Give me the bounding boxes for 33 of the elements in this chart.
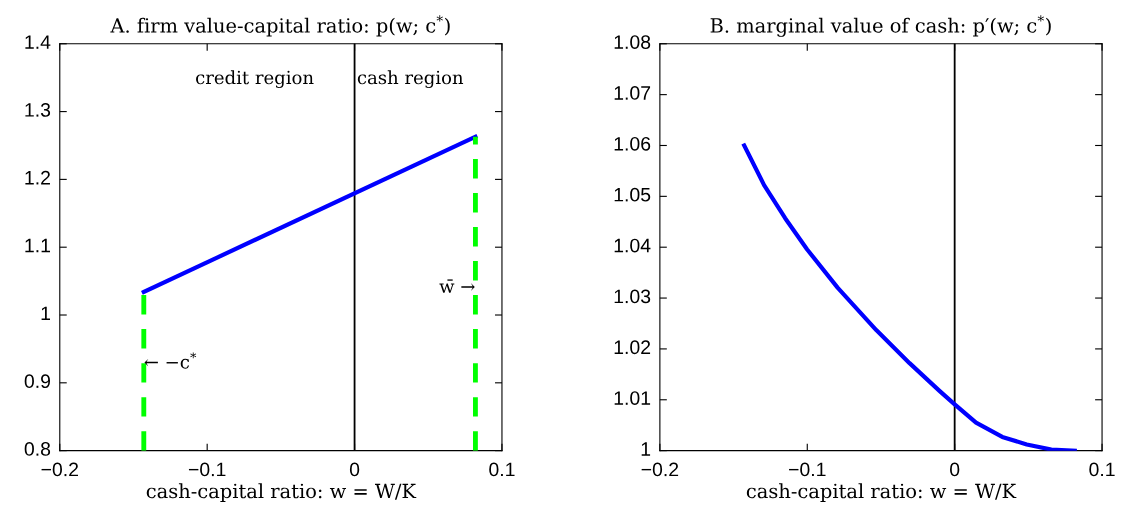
x-tick-label: 0 bbox=[349, 462, 360, 477]
x-tick-label: 0.1 bbox=[1089, 462, 1115, 477]
y-tick-label: 1.2 bbox=[25, 170, 50, 185]
annotation: ← −c$^{*}$ bbox=[144, 352, 197, 369]
y-tick-label: 1.3 bbox=[25, 103, 51, 117]
annotation: cash region bbox=[357, 70, 464, 89]
y-tick-label: 1.07 bbox=[614, 86, 651, 100]
chart-title: B. marginal value of cash: p′(w; c$^{*}$) bbox=[710, 15, 1051, 37]
line-series bbox=[742, 143, 1077, 451]
y-tick-label: 1 bbox=[41, 306, 50, 321]
x-tick-label: 0.1 bbox=[489, 462, 515, 477]
x-tick-label: −0.1 bbox=[789, 462, 826, 477]
x-tick-label: −0.1 bbox=[188, 462, 226, 477]
y-tick-label: 0.8 bbox=[24, 442, 51, 456]
x-tick-label: 0 bbox=[950, 462, 960, 477]
y-tick-label: 1.05 bbox=[614, 187, 651, 202]
annotation: credit region bbox=[196, 70, 314, 89]
x-axis-title: cash-capital ratio: w = W/K bbox=[146, 483, 417, 503]
y-tick-label: 1.1 bbox=[25, 238, 50, 253]
y-tick-label: 1 bbox=[641, 442, 651, 456]
y-tick-label: 1.04 bbox=[614, 238, 651, 253]
chart-title: A. firm value-capital ratio: p(w; c$^{*}$) bbox=[110, 15, 450, 37]
x-tick-label: −0.2 bbox=[41, 462, 78, 477]
y-tick-label: 1.4 bbox=[25, 35, 51, 49]
y-tick-label: 1.03 bbox=[614, 289, 651, 304]
y-tick-label: 0.9 bbox=[24, 374, 51, 389]
y-tick-label: 1.06 bbox=[614, 136, 651, 151]
annotation: w̄ → bbox=[439, 279, 475, 293]
y-tick-label: 1.01 bbox=[614, 391, 651, 405]
x-tick-label: −0.2 bbox=[641, 462, 679, 477]
x-axis-title: cash-capital ratio: w = W/K bbox=[746, 483, 1017, 503]
y-tick-label: 1.02 bbox=[614, 340, 651, 355]
y-tick-label: 1.08 bbox=[614, 35, 651, 49]
